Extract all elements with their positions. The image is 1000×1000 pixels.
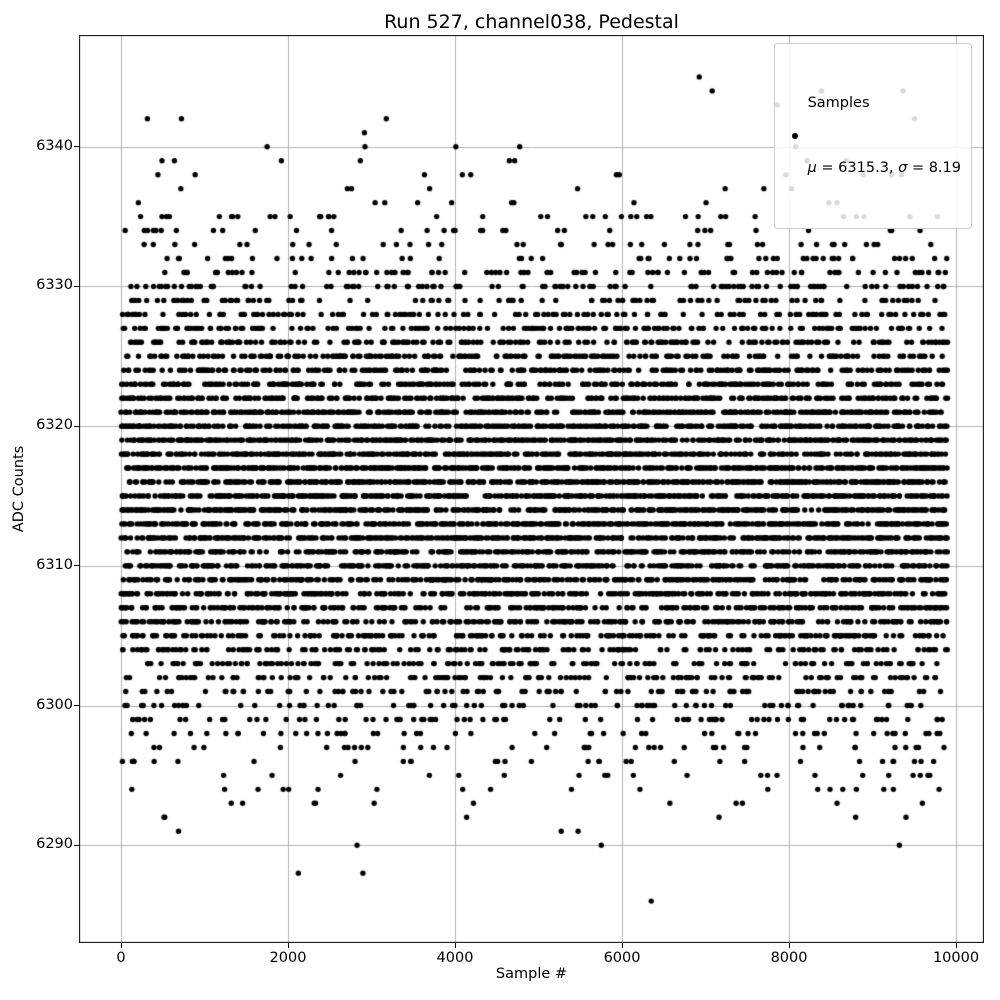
y-tick-label: 6340 <box>36 137 73 154</box>
mu-value: = 6315.3, <box>816 159 899 176</box>
y-tick-label: 6330 <box>36 277 73 294</box>
x-tick-mark <box>788 943 790 948</box>
y-axis-label: ADC Counts <box>11 445 27 533</box>
y-tick-mark <box>74 565 79 567</box>
x-tick-label: 10000 <box>932 950 980 966</box>
y-tick-label: 6300 <box>36 696 73 713</box>
legend: Samples μ = 6315.3, σ = 8.19 <box>773 43 972 229</box>
x-tick-label: 4000 <box>436 950 474 966</box>
sigma-value: = 8.19 <box>907 159 961 176</box>
x-tick-label: 0 <box>116 950 126 966</box>
x-tick-mark <box>621 943 623 948</box>
chart-title: Run 527, channel038, Pedestal <box>384 11 679 33</box>
legend-marker-dot <box>791 133 798 139</box>
x-tick-label: 6000 <box>603 950 641 966</box>
legend-marker-column <box>782 133 808 139</box>
x-tick-label: 8000 <box>770 950 808 966</box>
legend-text: Samples μ = 6315.3, σ = 8.19 <box>808 49 961 223</box>
legend-stats-label: μ = 6315.3, σ = 8.19 <box>808 158 961 180</box>
y-tick-mark <box>74 705 79 707</box>
legend-series-label: Samples <box>807 94 870 111</box>
x-tick-mark <box>120 943 122 948</box>
y-tick-mark <box>74 425 79 427</box>
sigma-symbol: σ <box>898 159 908 176</box>
y-tick-mark <box>74 146 79 148</box>
y-tick-mark <box>74 285 79 287</box>
y-tick-mark <box>74 844 79 846</box>
x-axis-label: Sample # <box>495 966 568 982</box>
y-tick-label: 6290 <box>36 836 73 853</box>
x-tick-label: 2000 <box>269 950 307 966</box>
x-tick-mark <box>454 943 456 948</box>
mu-symbol: μ <box>807 159 817 176</box>
x-tick-mark <box>955 943 957 948</box>
plot-area: Samples μ = 6315.3, σ = 8.19 <box>79 35 984 943</box>
y-tick-label: 6320 <box>36 417 73 434</box>
y-tick-label: 6310 <box>36 556 73 573</box>
x-tick-mark <box>287 943 289 948</box>
